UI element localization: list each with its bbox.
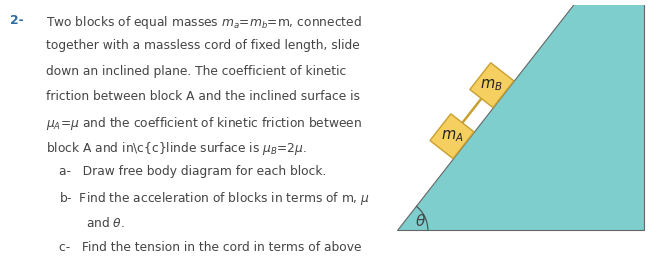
Text: b-  Find the acceleration of blocks in terms of m, $\mu$: b- Find the acceleration of blocks in te… — [59, 190, 370, 207]
Text: friction between block A and the inclined surface is: friction between block A and the incline… — [45, 90, 360, 103]
Text: together with a massless cord of fixed length, slide: together with a massless cord of fixed l… — [45, 39, 359, 52]
Text: $\mu_A$=$\mu$ and the coefficient of kinetic friction between: $\mu_A$=$\mu$ and the coefficient of kin… — [45, 115, 362, 132]
Text: $m_\mathregular{A}$: $m_\mathregular{A}$ — [441, 128, 463, 144]
Text: and $\theta$.: and $\theta$. — [86, 216, 124, 230]
Polygon shape — [470, 63, 514, 107]
Polygon shape — [430, 114, 474, 159]
Text: 2-: 2- — [10, 14, 23, 27]
Text: Two blocks of equal masses $m_a$=$m_b$=m, connected: Two blocks of equal masses $m_a$=$m_b$=m… — [45, 14, 361, 31]
Text: down an inclined plane. The coefficient of kinetic: down an inclined plane. The coefficient … — [45, 65, 346, 78]
Text: $m_\mathregular{B}$: $m_\mathregular{B}$ — [480, 77, 503, 93]
Polygon shape — [397, 0, 644, 230]
Text: block A and in\c{c}linde surface is $\mu_B$=2$\mu$.: block A and in\c{c}linde surface is $\mu… — [45, 140, 307, 157]
Text: a-   Draw free body diagram for each block.: a- Draw free body diagram for each block… — [59, 165, 326, 178]
Text: c-   Find the tension in the cord in terms of above: c- Find the tension in the cord in terms… — [59, 241, 361, 254]
Text: $\theta$: $\theta$ — [415, 213, 425, 228]
